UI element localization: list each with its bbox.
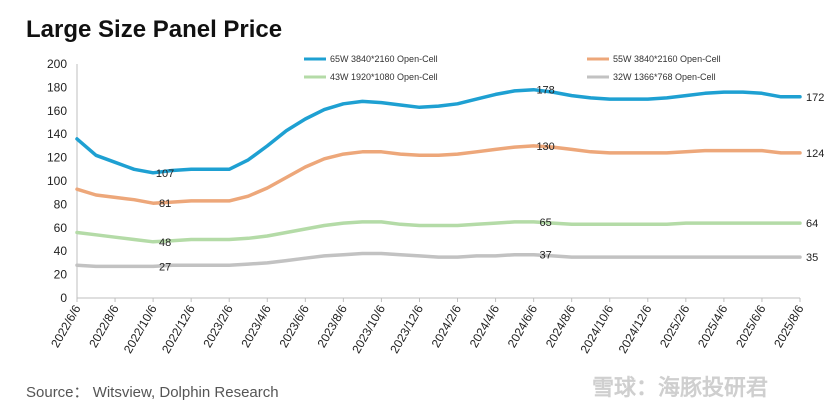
series-line [75,251,802,269]
series-line [75,220,802,244]
data-label: 48 [159,237,171,249]
data-label: 81 [159,198,171,210]
x-tick-label: 2024/10/6 [578,302,617,356]
x-tick-label: 2022/8/6 [86,302,122,350]
x-tick-label: 2024/8/6 [543,302,579,350]
y-tick-label: 180 [47,80,67,94]
data-label: 124 [806,148,824,160]
data-label: 37 [540,250,552,262]
x-tick-label: 2023/8/6 [314,302,350,350]
x-tick-label: 2023/4/6 [238,302,274,350]
legend: 65W 3840*2160 Open-Cell 55W 3840*2160 Ope… [304,54,721,82]
y-tick-label: 0 [60,291,67,305]
y-tick-label: 80 [54,197,68,211]
data-label: 130 [536,141,554,153]
x-tick-label: 2024/12/6 [616,302,655,356]
x-tick-label: 2024/4/6 [467,302,503,350]
watermark: 雪球：海豚投研君 [592,375,769,400]
y-tick-label: 140 [47,127,67,141]
series-lines [75,87,802,269]
y-tick-label: 20 [54,268,68,282]
x-tick-label: 2022/12/6 [159,302,198,356]
data-label: 27 [159,261,171,273]
y-tick-label: 200 [47,57,67,71]
y-tick-label: 160 [47,104,67,118]
data-label: 64 [806,218,818,230]
data-label: 65 [540,217,552,229]
series-line [75,87,802,175]
x-tick-label: 2024/6/6 [505,302,541,350]
x-tick-label: 2025/2/6 [657,302,693,350]
legend-label: 43W 1920*1080 Open-Cell [330,72,438,82]
legend-label: 65W 3840*2160 Open-Cell [330,54,438,64]
y-tick-label: 100 [47,174,67,188]
x-tick-label: 2023/10/6 [349,302,388,356]
x-tick-label: 2023/6/6 [276,302,312,350]
y-tick-label: 120 [47,151,67,165]
x-tick-label: 2022/10/6 [121,302,160,356]
legend-label: 32W 1366*768 Open-Cell [613,72,716,82]
y-tick-label: 60 [54,221,68,235]
y-tick-label: 40 [54,244,68,258]
data-label: 35 [806,252,818,264]
data-label: 178 [536,85,554,97]
x-tick-label: 2023/2/6 [200,302,236,350]
x-tick-label: 2023/12/6 [387,302,426,356]
x-tick-label: 2024/2/6 [429,302,465,350]
legend-label: 55W 3840*2160 Open-Cell [613,54,721,64]
series-line [75,144,802,205]
x-tick-label: 2025/6/6 [733,302,769,350]
chart-title: Large Size Panel Price [26,16,283,43]
data-label: 107 [156,168,174,180]
data-label: 172 [806,92,824,104]
data-labels: 107 178 172 81 130 124 48 65 64 27 37 35 [156,85,824,274]
x-tick-label: 2025/8/6 [771,302,807,350]
source-note: Source： Witsview, Dolphin Research [26,384,279,401]
x-tick-label: 2025/4/6 [695,302,731,350]
x-tick-label: 2022/6/6 [48,302,84,350]
